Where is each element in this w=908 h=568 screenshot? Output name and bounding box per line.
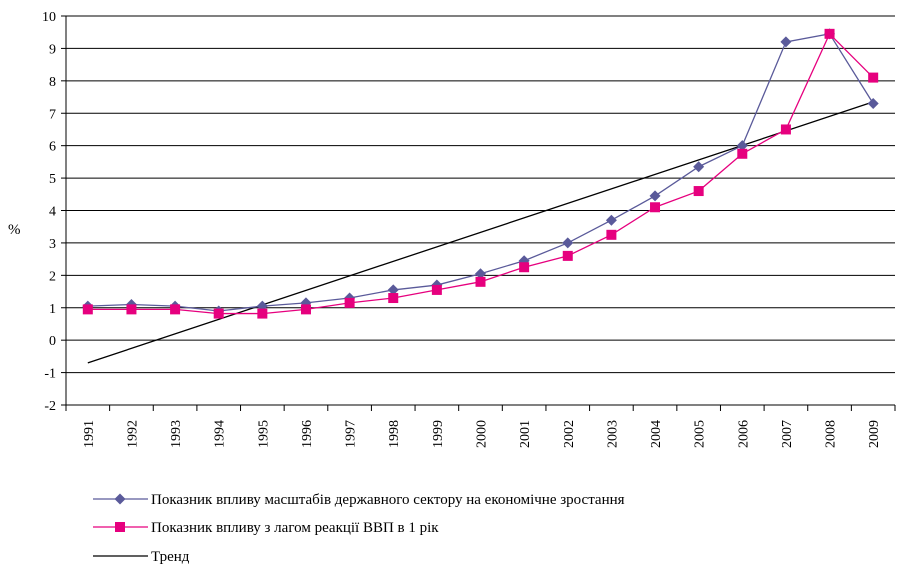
x-axis-ticks: 1991 1992 1993 1994 1995 1996 1997 1998 1999 2000… — [65, 405, 896, 448]
x-tick-label: 1996 — [300, 420, 315, 448]
x-tick-label: 1997 — [344, 420, 359, 448]
y-tick-label: -2 — [44, 399, 56, 414]
x-tick-label: 2003 — [605, 420, 620, 448]
x-tick-label: 1993 — [169, 420, 184, 448]
data-point-square — [737, 148, 748, 159]
legend-label: Показник впливу з лагом реакції ВВП в 1 … — [151, 520, 439, 536]
y-tick-label: 0 — [49, 334, 56, 349]
x-tick-label: 1994 — [213, 420, 228, 448]
data-point-diamond — [605, 214, 617, 226]
x-tick-label: 2000 — [475, 420, 490, 448]
data-point-square — [170, 304, 181, 315]
data-point-square — [300, 304, 311, 315]
y-axis-label: % — [8, 222, 21, 238]
legend-marker-square — [115, 522, 125, 532]
data-point-square — [213, 308, 224, 319]
y-tick-label: 8 — [49, 75, 56, 90]
x-tick-label: 2004 — [649, 420, 664, 448]
x-tick-label: 2002 — [562, 420, 577, 448]
x-tick-label: 2007 — [780, 420, 795, 448]
data-point-diamond — [693, 161, 705, 173]
data-point-diamond — [475, 268, 486, 280]
x-tick-label: 1991 — [82, 420, 97, 448]
data-point-square — [475, 276, 486, 287]
x-tick-label: 2005 — [693, 420, 708, 448]
y-tick-label: 7 — [49, 107, 56, 122]
data-point-square — [693, 186, 704, 197]
y-tick-label: 5 — [49, 172, 56, 187]
data-point-square — [388, 293, 399, 304]
x-tick-label: 2001 — [518, 420, 533, 448]
y-tick-label: 1 — [49, 302, 56, 317]
data-point-square — [824, 28, 835, 39]
y-tick-label: 4 — [49, 205, 56, 220]
data-point-diamond — [649, 190, 661, 202]
data-point-square — [606, 229, 617, 240]
legend-label: Показник впливу масштабів державного сек… — [151, 492, 625, 508]
legend-label: Тренд — [151, 549, 190, 565]
data-point-square — [257, 308, 268, 319]
data-point-square — [562, 250, 573, 261]
series-group — [82, 28, 879, 364]
data-point-square — [780, 124, 791, 135]
data-point-square — [82, 304, 93, 315]
x-tick-label: 2009 — [867, 420, 882, 448]
data-point-diamond — [867, 98, 879, 110]
data-point-square — [126, 304, 137, 315]
x-tick-label: 2006 — [736, 420, 751, 448]
grid-lines — [65, 15, 895, 406]
y-tick-label: 3 — [49, 237, 56, 252]
x-tick-label: 1995 — [256, 420, 271, 448]
y-tick-label: 2 — [49, 269, 56, 284]
data-point-diamond — [780, 36, 792, 48]
x-tick-label: 1998 — [387, 420, 402, 448]
data-point-square — [650, 202, 661, 213]
data-point-diamond — [387, 284, 399, 296]
x-tick-label: 2008 — [824, 420, 839, 448]
data-point-square — [868, 72, 879, 83]
y-tick-label: -1 — [44, 367, 56, 382]
y-tick-label: 10 — [42, 10, 56, 25]
y-axis-ticks: -2 -1 0 1 2 3 4 5 6 7 8 9 10 — [42, 10, 66, 414]
series-line-trend — [87, 101, 874, 364]
legend: Показник впливу масштабів державного сек… — [93, 492, 625, 565]
y-tick-label: 6 — [49, 140, 56, 155]
data-point-square — [344, 297, 355, 308]
y-tick-label: 9 — [49, 42, 56, 57]
data-point-diamond — [562, 237, 574, 249]
data-point-diamond — [736, 140, 748, 152]
x-tick-label: 1999 — [431, 420, 446, 448]
data-point-square — [431, 284, 442, 295]
legend-marker-diamond — [114, 493, 126, 505]
x-tick-label: 1992 — [125, 420, 140, 448]
data-point-square — [519, 262, 530, 273]
